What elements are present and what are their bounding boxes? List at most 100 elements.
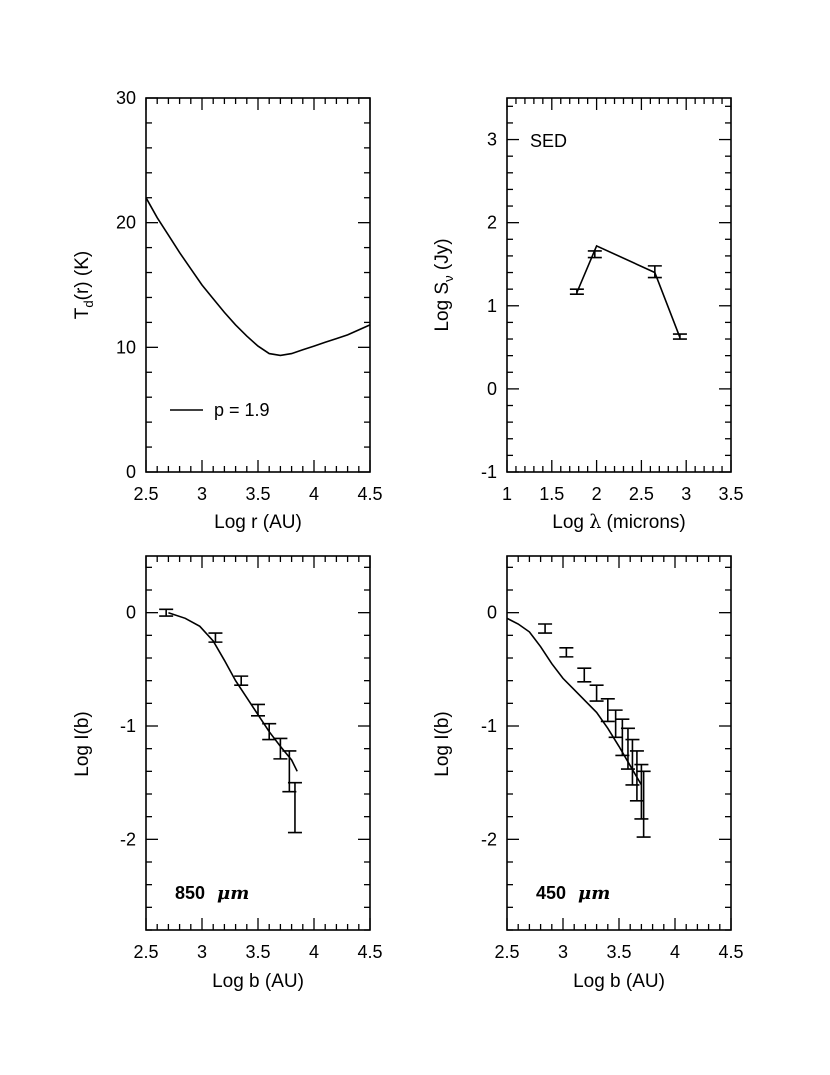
profile450-y-axis-title: Log I(b) [432,711,453,776]
sed-x-tick-label: 1.5 [539,484,564,504]
sed-y-tick-label: -1 [481,462,497,482]
profile450-curve [506,617,643,786]
temperature-x-tick-label: 4 [309,484,319,504]
temperature-y-tick-label: 30 [116,88,136,108]
temperature-x-tick-labels: 2.5 3 3.5 4 4.5 [133,484,382,504]
temperature-y-tick-label: 20 [116,213,136,233]
sed-x-tick-label: 2 [592,484,602,504]
profile450-error-bar [636,770,651,838]
profile850-x-tick-label: 4 [309,942,319,962]
profile850-wavelength-number: 850 [175,883,205,903]
profile850-error-bar [159,608,174,617]
sed-y-tick-label: 1 [487,296,497,316]
profile450-y-tick-label: -2 [481,829,497,849]
profile450-x-tick-label: 2.5 [494,942,519,962]
sed-error-bar [647,265,662,279]
temperature-curve [145,197,371,357]
profile450-plot-frame [506,555,732,931]
temperature-y-tick-label: 0 [126,462,136,482]
temperature-x-axis-title: Log r (AU) [214,512,302,533]
sed-x-tick-label: 3.5 [718,484,743,504]
profile850-error-bar [287,781,302,834]
profile450-wavelength-label: 450 μm [536,883,610,904]
profile850-x-tick-labels: 2.5 3 3.5 4 4.5 [133,942,382,962]
profile850-error-bars [159,608,302,834]
sed-y-axis-title-main: Log S [432,282,453,332]
sed-error-bar [672,333,687,340]
sed-ticks [506,98,732,473]
profile850-wavelength-label: 850 μm [175,883,249,904]
sed-x-tick-label: 2.5 [629,484,654,504]
profile450-error-bars [538,623,651,838]
profile850-x-tick-label: 3.5 [245,942,270,962]
profile450-error-bar [600,698,615,723]
sed-x-tick-label: 1 [502,484,512,504]
profile850-error-bar [208,632,223,643]
sed-error-bar [587,250,602,259]
temperature-x-tick-label: 2.5 [133,484,158,504]
profile850-y-tick-labels: -2 -1 0 [120,603,136,850]
profile450-x-tick-labels: 2.5 3 3.5 4 4.5 [494,942,743,962]
profile850-x-axis-title: Log b (AU) [212,971,304,992]
profile850-error-bar [262,722,277,741]
sed-y-tick-label: 3 [487,130,497,150]
temperature-ticks [145,97,371,473]
profile850-curve [168,611,298,772]
profile450-x-axis-title: Log b (AU) [573,971,665,992]
profile850-x-tick-label: 3 [197,942,207,962]
sed-panel: 1 1.5 2 2.5 3 3.5 -1 0 1 2 3 Log λ (microns) Log … [432,97,744,533]
profile450-error-bar [608,709,623,739]
sed-plot-frame [506,97,732,473]
profile450-error-bar [577,667,592,683]
profile450-y-tick-labels: -2 -1 0 [481,603,497,850]
temperature-y-axis-title-subscript: d [81,300,96,307]
profile850-y-tick-label: -2 [120,829,136,849]
temperature-legend-label: p = 1.9 [214,400,270,420]
profile450-panel: 2.5 3 3.5 4 4.5 -2 -1 0 Log b (AU) Log I(b) 45… [432,555,744,992]
temperature-y-tick-label: 10 [116,337,136,357]
sed-x-tick-labels: 1 1.5 2 2.5 3 3.5 [502,484,744,504]
sed-y-axis-title-rest: (Jy) [432,238,453,275]
sed-x-axis-title-lambda: λ [589,511,601,533]
sed-y-tick-labels: -1 0 1 2 3 [481,130,497,482]
sed-curve [576,244,681,338]
profile850-x-tick-label: 2.5 [133,942,158,962]
profile450-x-tick-label: 4 [670,942,680,962]
profile450-x-tick-label: 3.5 [606,942,631,962]
sed-y-tick-label: 0 [487,379,497,399]
profile450-error-bar [589,684,604,702]
temperature-x-tick-label: 3.5 [245,484,270,504]
sed-x-axis-title-suffix: (microns) [601,512,685,533]
profile450-x-tick-label: 3 [558,942,568,962]
profile450-y-tick-label: -1 [481,716,497,736]
sed-y-axis-title: Log Sν (Jy) [432,238,456,331]
temperature-y-tick-labels: 0 10 20 30 [116,88,136,482]
temperature-x-tick-label: 3 [197,484,207,504]
profile850-ticks [145,556,371,931]
sed-x-tick-label: 3 [681,484,691,504]
profile850-x-tick-label: 4.5 [357,942,382,962]
profile450-error-bar [559,647,574,658]
profile450-y-tick-label: 0 [487,603,497,623]
sed-error-bar [569,288,584,295]
profile850-y-tick-label: 0 [126,603,136,623]
sed-x-axis-title-prefix: Log [552,512,589,533]
profile850-y-tick-label: -1 [120,716,136,736]
sed-x-axis-title: Log λ (microns) [552,511,685,533]
temperature-y-axis-title-main: T [72,307,93,319]
profile450-wavelength-unit: μm [578,883,610,904]
profile450-error-bar [538,623,553,634]
sed-y-tick-label: 2 [487,213,497,233]
profile450-ticks [506,556,732,931]
profile850-panel: 2.5 3 3.5 4 4.5 -2 -1 0 Log b (AU) Log I(b) 85… [72,555,383,992]
profile450-x-tick-label: 4.5 [718,942,743,962]
profile850-error-bar [234,675,249,686]
temperature-x-tick-label: 4.5 [357,484,382,504]
profile850-error-bar [282,750,297,793]
profile850-plot-frame [145,555,371,931]
profile450-error-bar [615,718,630,757]
profile850-y-axis-title: Log I(b) [72,711,93,776]
profile850-error-bar [251,703,265,717]
sed-panel-label: SED [530,131,567,151]
